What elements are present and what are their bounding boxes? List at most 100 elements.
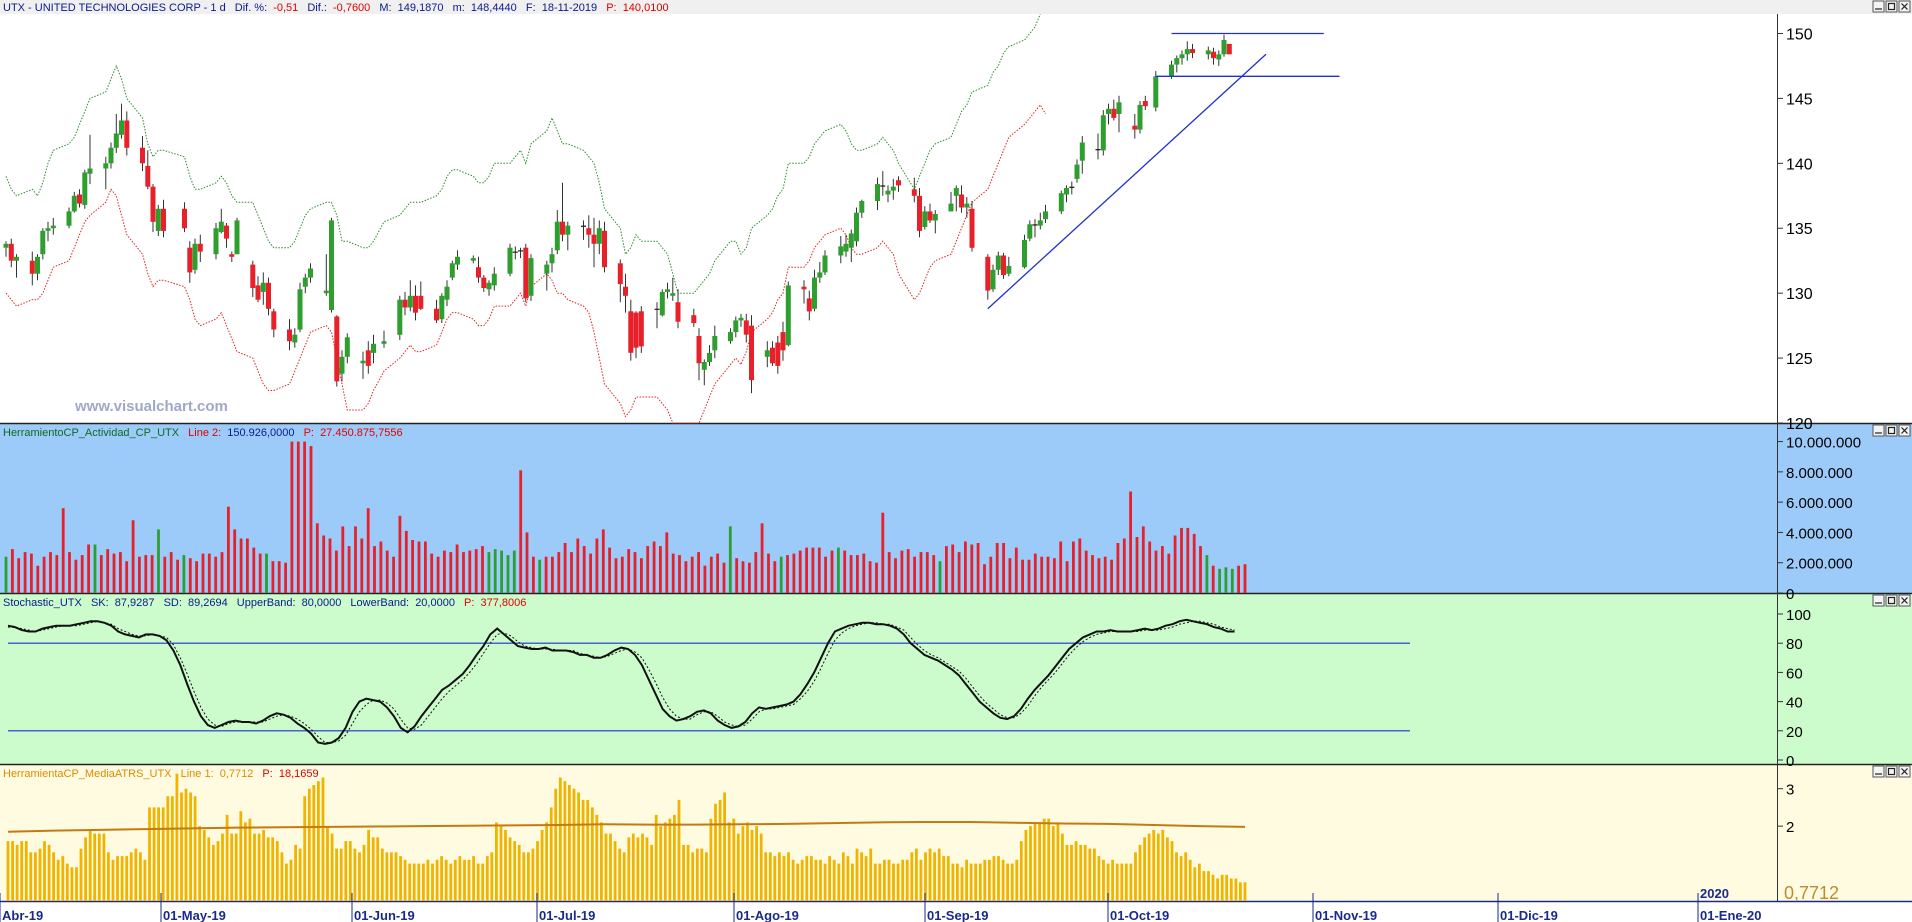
- date-axis-area: [0, 902, 1912, 922]
- candle-body: [434, 308, 439, 321]
- atr-bar: [180, 792, 183, 901]
- volume-bar: [36, 565, 40, 593]
- restore-button[interactable]: [1885, 765, 1898, 778]
- atr-bar: [207, 837, 211, 901]
- candle-body: [770, 347, 775, 364]
- atr-bar: [1042, 818, 1046, 901]
- candle-body: [1211, 51, 1216, 59]
- candle: [113, 114, 119, 153]
- restore-button[interactable]: [1885, 424, 1898, 437]
- atr-bar: [481, 863, 485, 901]
- close-button[interactable]: [1898, 765, 1911, 778]
- candle-body: [1001, 255, 1006, 275]
- candle-body: [371, 343, 376, 353]
- stochastic-series: [7, 618, 1410, 745]
- atr-bar: [330, 833, 334, 901]
- close-button[interactable]: [1898, 0, 1911, 13]
- close-button[interactable]: [1898, 424, 1911, 437]
- volume-bar: [157, 529, 160, 593]
- atr-bar: [43, 841, 46, 901]
- volume-bar: [290, 441, 294, 593]
- atr-bar: [1225, 874, 1229, 901]
- volume-bar: [1084, 550, 1088, 593]
- restore-button[interactable]: [1885, 0, 1898, 13]
- candle-body: [187, 247, 193, 273]
- volume-bar: [195, 561, 198, 593]
- candle: [292, 328, 298, 348]
- volume-bar: [1008, 558, 1012, 593]
- candle: [339, 350, 345, 382]
- candle-body: [581, 225, 586, 227]
- candle: [3, 241, 9, 257]
- atr-bar: [960, 867, 964, 901]
- candle-body: [617, 263, 623, 285]
- atr-bar: [440, 856, 443, 901]
- candle: [1006, 256, 1012, 277]
- candle-body: [507, 247, 513, 274]
- minimize-button[interactable]: [1872, 594, 1885, 607]
- volume-bar: [411, 540, 414, 593]
- atr-bar: [412, 863, 416, 901]
- volume-bar: [709, 556, 713, 593]
- candle-body: [29, 260, 35, 274]
- atr-bar: [202, 829, 206, 901]
- atr-bar: [558, 777, 562, 901]
- minimize-button[interactable]: [1872, 0, 1885, 13]
- volume-bar: [919, 552, 923, 593]
- atr-bar: [1239, 882, 1242, 901]
- candle: [691, 308, 697, 327]
- atr-bar: [239, 811, 243, 901]
- candle-body: [113, 133, 119, 148]
- volume-bar: [570, 552, 573, 593]
- candle: [323, 254, 329, 296]
- volume-bar: [900, 550, 904, 593]
- candle-body: [1116, 102, 1122, 114]
- candle: [990, 264, 996, 292]
- volume-bar: [1148, 541, 1152, 593]
- candle-body: [413, 295, 418, 313]
- minimize-button[interactable]: [1872, 424, 1885, 437]
- candle-body: [491, 273, 497, 286]
- atr-bar: [1198, 863, 1201, 901]
- button-frame: [1885, 0, 1898, 13]
- volume-bar: [61, 508, 65, 593]
- price-axis-area: [1777, 14, 1912, 423]
- atr-bar: [732, 818, 736, 901]
- volume-bar: [246, 538, 249, 593]
- volume-bar: [328, 538, 332, 593]
- atr-bar: [1170, 841, 1174, 901]
- candle-body: [565, 225, 571, 235]
- atr-bar: [1106, 863, 1110, 901]
- candle-body: [45, 228, 51, 231]
- candle-body: [638, 311, 644, 347]
- volume-bar: [1046, 556, 1050, 593]
- volume-bar: [436, 556, 440, 593]
- candle-body: [140, 147, 145, 164]
- candle: [1064, 185, 1069, 203]
- volume-bar: [214, 556, 218, 593]
- volume-bar: [284, 562, 287, 593]
- candle: [297, 282, 303, 333]
- volume-bar: [1097, 558, 1101, 593]
- volume-bar: [112, 553, 116, 593]
- volume-bar: [722, 562, 726, 593]
- volume-bar: [989, 556, 993, 593]
- volume-bar: [1243, 564, 1247, 593]
- atr-bar: [787, 852, 790, 901]
- candle: [1037, 212, 1043, 230]
- candle: [234, 217, 240, 255]
- candle: [255, 276, 261, 303]
- volume-bar: [1186, 527, 1190, 593]
- atr-bar: [317, 781, 320, 901]
- candle: [260, 272, 266, 305]
- minimize-button[interactable]: [1872, 765, 1885, 778]
- atr-bar: [590, 807, 594, 901]
- candle-body: [229, 254, 235, 257]
- atr-bar: [814, 859, 818, 901]
- atr-bar: [992, 856, 996, 901]
- stoch-tick-label: 20: [1786, 724, 1803, 741]
- title-bar: [0, 0, 1912, 14]
- restore-button[interactable]: [1885, 594, 1898, 607]
- close-button[interactable]: [1898, 594, 1911, 607]
- candle: [696, 328, 702, 381]
